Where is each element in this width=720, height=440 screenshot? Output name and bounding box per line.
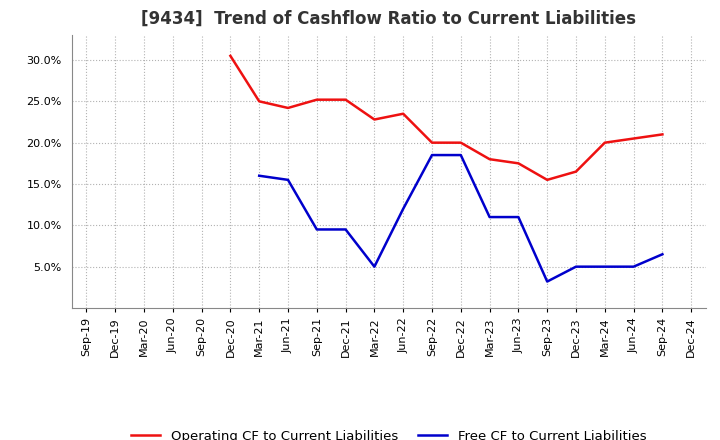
Free CF to Current Liabilities xyxy=(370,264,379,269)
Free CF to Current Liabilities xyxy=(514,214,523,220)
Free CF to Current Liabilities xyxy=(658,252,667,257)
Operating CF to Current Liabilities xyxy=(543,177,552,183)
Free CF to Current Liabilities xyxy=(399,206,408,212)
Free CF to Current Liabilities xyxy=(255,173,264,178)
Operating CF to Current Liabilities xyxy=(658,132,667,137)
Operating CF to Current Liabilities xyxy=(629,136,638,141)
Free CF to Current Liabilities xyxy=(572,264,580,269)
Operating CF to Current Liabilities xyxy=(399,111,408,116)
Free CF to Current Liabilities xyxy=(428,152,436,158)
Title: [9434]  Trend of Cashflow Ratio to Current Liabilities: [9434] Trend of Cashflow Ratio to Curren… xyxy=(141,10,636,28)
Operating CF to Current Liabilities xyxy=(341,97,350,103)
Operating CF to Current Liabilities xyxy=(572,169,580,174)
Operating CF to Current Liabilities xyxy=(255,99,264,104)
Line: Free CF to Current Liabilities: Free CF to Current Liabilities xyxy=(259,155,662,282)
Free CF to Current Liabilities xyxy=(341,227,350,232)
Free CF to Current Liabilities xyxy=(543,279,552,284)
Free CF to Current Liabilities xyxy=(456,152,465,158)
Free CF to Current Liabilities xyxy=(629,264,638,269)
Operating CF to Current Liabilities xyxy=(312,97,321,103)
Free CF to Current Liabilities xyxy=(600,264,609,269)
Line: Operating CF to Current Liabilities: Operating CF to Current Liabilities xyxy=(230,56,662,180)
Operating CF to Current Liabilities xyxy=(284,105,292,110)
Free CF to Current Liabilities xyxy=(485,214,494,220)
Operating CF to Current Liabilities xyxy=(226,53,235,59)
Operating CF to Current Liabilities xyxy=(485,157,494,162)
Operating CF to Current Liabilities xyxy=(600,140,609,145)
Operating CF to Current Liabilities xyxy=(456,140,465,145)
Legend: Operating CF to Current Liabilities, Free CF to Current Liabilities: Operating CF to Current Liabilities, Fre… xyxy=(131,430,647,440)
Operating CF to Current Liabilities xyxy=(428,140,436,145)
Free CF to Current Liabilities xyxy=(284,177,292,183)
Free CF to Current Liabilities xyxy=(312,227,321,232)
Operating CF to Current Liabilities xyxy=(370,117,379,122)
Operating CF to Current Liabilities xyxy=(514,161,523,166)
